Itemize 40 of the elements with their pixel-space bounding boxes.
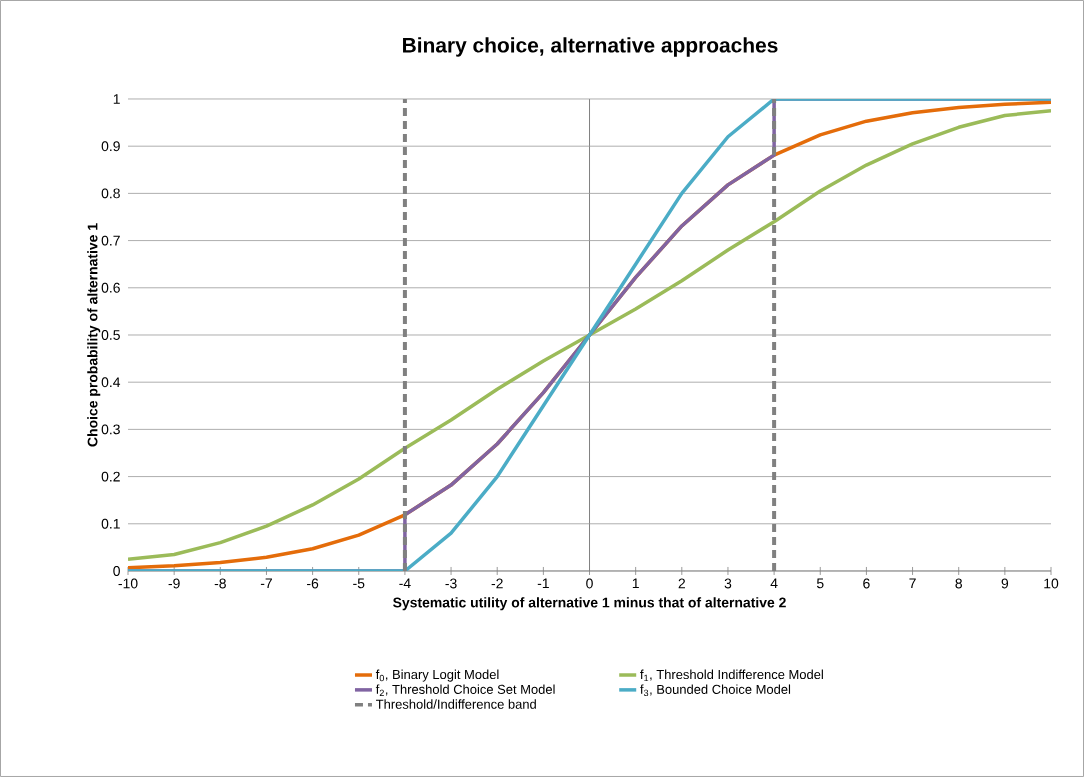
x-tick-label: 8 xyxy=(955,578,962,589)
y-tick-label: 0.1 xyxy=(101,518,120,529)
y-tick-label: 0.2 xyxy=(101,471,120,482)
x-tick-label: -10 xyxy=(118,578,138,589)
x-tick-label: 7 xyxy=(909,578,916,589)
y-tick-label: 0.3 xyxy=(101,424,120,435)
x-tick-label: 5 xyxy=(816,578,824,589)
x-tick-label: 4 xyxy=(770,578,778,589)
y-axis-title: Choice probability of alternative 1 xyxy=(87,223,101,447)
x-tick-label: -1 xyxy=(537,578,549,589)
legend-label: f$_{1}$, Threshold Indifference Model xyxy=(640,669,823,682)
x-tick-label: 3 xyxy=(724,578,732,589)
x-tick-label: 6 xyxy=(863,578,870,589)
x-tick-label: 0 xyxy=(586,578,593,589)
x-tick-label: -3 xyxy=(445,578,457,589)
x-tick-label: -8 xyxy=(214,578,226,589)
x-tick-label: -4 xyxy=(399,578,411,589)
x-tick-label: 9 xyxy=(1001,578,1009,589)
x-tick-label: 10 xyxy=(1044,578,1059,589)
x-tick-label: -2 xyxy=(491,578,503,589)
y-tick-label: 0.4 xyxy=(101,377,121,388)
legend-label: f$_{0}$, Binary Logit Model xyxy=(375,669,499,682)
x-tick-label: -7 xyxy=(260,578,272,589)
x-tick-label: 2 xyxy=(678,578,685,589)
x-tick-label: 1 xyxy=(632,578,639,589)
y-tick-label: 0.5 xyxy=(101,330,120,340)
x-axis-title: Systematic utility of alternative 1 minus that of alternative 2 xyxy=(393,597,786,611)
x-tick-label: -6 xyxy=(307,578,319,589)
chart-title: Binary choice, alternative approaches xyxy=(403,37,778,57)
y-tick-label: 0.7 xyxy=(101,235,120,246)
legend-label: Threshold/Indifference band xyxy=(376,699,536,709)
legend-label: f$_{2}$, Threshold Choice Set Model xyxy=(375,684,555,697)
y-tick-label: 0.8 xyxy=(101,188,120,199)
y-tick-label: 0.9 xyxy=(101,141,120,152)
x-tick-label: -5 xyxy=(353,578,365,589)
y-tick-label: 1 xyxy=(113,94,120,104)
x-tick-label: -9 xyxy=(168,578,180,589)
legend-label: f$_{3}$, Bounded Choice Model xyxy=(640,684,791,697)
y-tick-label: 0 xyxy=(113,566,120,576)
y-tick-label: 0.6 xyxy=(101,282,120,293)
